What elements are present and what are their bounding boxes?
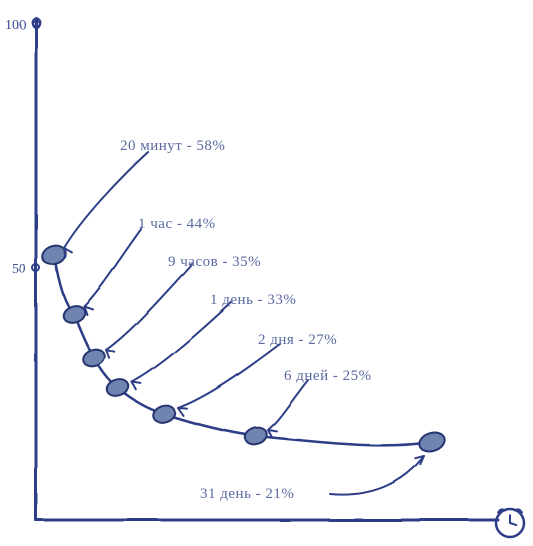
clock-hands-icon xyxy=(510,515,516,525)
annotation-arrow xyxy=(106,264,192,350)
arrow-head xyxy=(178,408,187,415)
annotation-label: 31 день - 21% xyxy=(200,486,294,503)
annotation-arrow xyxy=(268,380,308,430)
arrow-head xyxy=(132,382,141,390)
annotation-arrow xyxy=(178,344,280,408)
data-point xyxy=(151,403,177,425)
annotation-label: 20 минут - 58% xyxy=(120,138,225,155)
annotation-arrow xyxy=(84,228,142,306)
data-point xyxy=(243,425,269,447)
annotation-label: 2 дня - 27% xyxy=(258,332,337,349)
annotation-arrow xyxy=(330,456,424,495)
annotation-label: 1 день - 33% xyxy=(210,292,296,309)
data-point xyxy=(81,347,107,369)
y-tick-label: 50 xyxy=(12,262,26,277)
annotation-label: 9 часов - 35% xyxy=(168,254,261,271)
annotation-arrow xyxy=(64,152,148,248)
annotation-label: 6 дней - 25% xyxy=(284,368,372,385)
data-point xyxy=(417,429,447,454)
y-tick-label: 100 xyxy=(5,18,26,33)
arrow-head xyxy=(64,248,72,257)
annotation-label: 1 час - 44% xyxy=(138,216,216,233)
forgetting-curve-chart: 100 50 xyxy=(0,0,533,546)
arrow-head xyxy=(106,350,115,358)
